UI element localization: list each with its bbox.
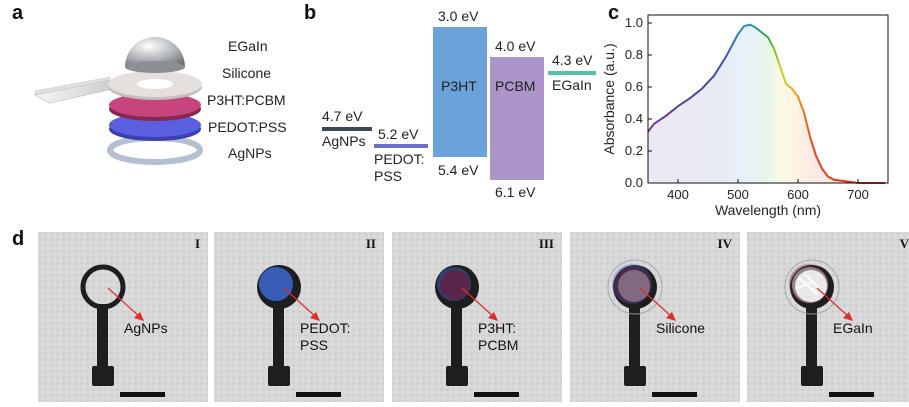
- y-tick-label: 0.4: [625, 111, 643, 126]
- layer-label-pedot-pss: PEDOT:PSS: [208, 119, 287, 135]
- photo-layer-label: P3HT: PCBM: [478, 320, 519, 353]
- y-tick-label: 0.6: [625, 79, 643, 94]
- pcbm-band-label: PCBM: [495, 78, 536, 94]
- p3ht-band: [433, 27, 487, 157]
- p3ht-band-label: P3HT: [441, 78, 477, 94]
- photo-step-numeral: V: [899, 236, 909, 251]
- photo-background: [214, 232, 384, 402]
- y-tick-label: 0.2: [625, 143, 643, 158]
- pcbm-homo-value: 6.1 eV: [495, 184, 536, 200]
- photo-step-2: II PEDOT: PSS: [214, 232, 384, 402]
- photo-layer-label: Silicone: [656, 320, 706, 336]
- absorbance-area: [648, 24, 885, 183]
- egain-level-label: EGaIn: [552, 77, 592, 93]
- photo-step-1: I AgNPs: [38, 232, 208, 402]
- layer-label-silicone: Silicone: [222, 65, 272, 81]
- pedot-label-line1: PEDOT:: [374, 151, 425, 167]
- photo-step-3: III P3HT: PCBM: [392, 232, 562, 402]
- photo-background: [38, 232, 208, 402]
- photo-background: [392, 232, 562, 402]
- scale-bar: [474, 392, 519, 397]
- plot-frame: [647, 14, 889, 184]
- absorbance-series-line: [647, 23, 885, 184]
- egain-level-line: [548, 71, 596, 75]
- pcbm-band: [490, 57, 544, 180]
- photo-step-numeral: I: [194, 236, 200, 251]
- photo-background: [570, 232, 740, 402]
- scale-bar: [652, 392, 697, 397]
- p3ht-lumo-value: 3.0 eV: [438, 8, 479, 24]
- photo-step-5: V EGaIn: [747, 232, 909, 402]
- photo-layer-label: EGaIn: [833, 320, 873, 336]
- x-tick-label: 400: [667, 187, 689, 202]
- x-tick-label: 700: [847, 187, 869, 202]
- photo-step-numeral: IV: [717, 236, 732, 251]
- panel-label-b: b: [304, 2, 317, 24]
- y-axis-label: Absorbance (a.u.): [601, 43, 617, 154]
- x-axis-label: Wavelength (nm): [715, 202, 821, 218]
- pedot-level-value: 5.2 eV: [378, 126, 419, 142]
- photo-layer-label: PEDOT: PSS: [300, 320, 351, 353]
- layer-label-p3ht-pcbm: P3HT:PCBM: [207, 92, 286, 108]
- pedot-label-line2: PSS: [374, 168, 403, 184]
- photo-background: [747, 232, 909, 402]
- p3ht-homo-value: 5.4 eV: [438, 162, 479, 178]
- photo-layer-label: AgNPs: [124, 320, 168, 336]
- photo-step-numeral: II: [365, 236, 376, 251]
- panel-label-c: c: [608, 2, 620, 24]
- y-tick-label: 0.8: [625, 47, 643, 62]
- layer-label-agnps: AgNPs: [228, 145, 272, 161]
- scale-bar: [829, 392, 874, 397]
- pedot-level-line: [374, 144, 428, 148]
- absorbance-chart: 400 500 600 700 0.0 0.2 0.4 0.6 0.8 1.0 Wavelength…: [601, 14, 889, 218]
- agnps-level-label: AgNPs: [322, 133, 366, 149]
- egain-level-value: 4.3 eV: [552, 52, 593, 68]
- scale-bar: [296, 392, 341, 397]
- agnps-level-value: 4.7 eV: [322, 108, 363, 124]
- y-tick-label: 0.0: [625, 175, 643, 190]
- agnps-level-line: [322, 127, 372, 131]
- y-tick-label: 1.0: [625, 15, 643, 30]
- device-exploded-illustration: [34, 37, 203, 165]
- panel-label-a: a: [12, 2, 24, 24]
- panel-label-d: d: [12, 228, 25, 250]
- photo-step-numeral: III: [538, 236, 554, 251]
- pcbm-lumo-value: 4.0 eV: [495, 38, 536, 54]
- x-tick-label: 600: [787, 187, 809, 202]
- x-tick-label: 500: [727, 187, 749, 202]
- scale-bar: [120, 392, 165, 397]
- layer-label-egain: EGaIn: [228, 38, 268, 54]
- photo-step-4: IV Silicone: [570, 232, 740, 402]
